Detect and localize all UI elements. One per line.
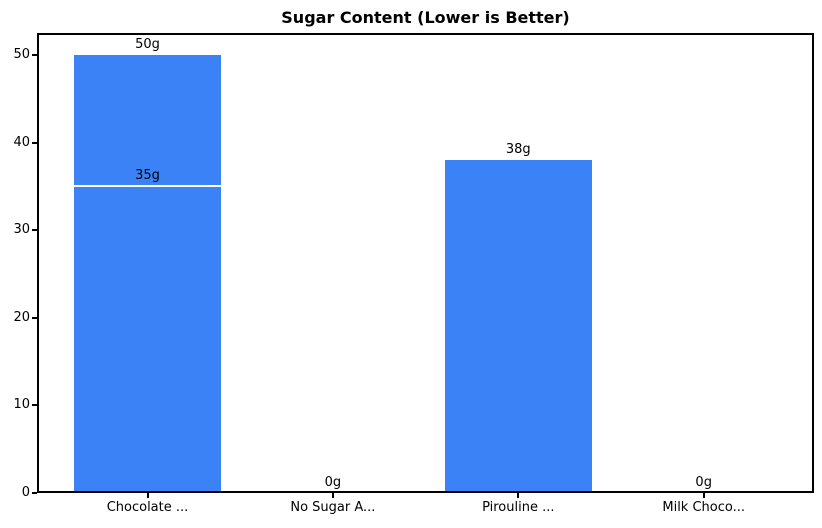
y-axis-tick xyxy=(32,229,37,232)
x-axis-tick xyxy=(146,493,149,498)
bar-value-label: 38g xyxy=(505,142,531,158)
bar-value-label: 0g xyxy=(324,475,342,490)
overlay-value-label: 35g xyxy=(135,168,160,184)
y-tick-label: 40 xyxy=(13,134,30,150)
y-tick-label: 0 xyxy=(21,485,30,500)
bar xyxy=(444,160,592,493)
x-tick-label: Chocolate ... xyxy=(106,500,189,515)
y-axis-tick xyxy=(32,53,37,56)
x-tick-label: Milk Choco... xyxy=(662,500,745,515)
x-axis-tick xyxy=(702,493,705,498)
y-axis-tick xyxy=(32,492,37,494)
bar xyxy=(74,54,221,493)
x-axis-tick xyxy=(331,493,334,498)
chart-title: Sugar Content (Lower is Better) xyxy=(281,8,570,27)
y-tick-label: 50 xyxy=(13,46,30,62)
overlay-segment-divider xyxy=(74,185,221,188)
bar-value-label: 50g xyxy=(135,36,160,52)
y-tick-label: 30 xyxy=(13,222,30,238)
x-tick-label: Pirouline ... xyxy=(482,500,555,515)
y-tick-label: 20 xyxy=(13,309,30,325)
y-axis-tick xyxy=(32,141,37,144)
y-axis-tick xyxy=(32,404,37,407)
x-tick-label: No Sugar A... xyxy=(290,500,376,515)
x-axis-tick xyxy=(517,493,520,498)
y-axis-tick xyxy=(32,316,37,319)
y-tick-label: 10 xyxy=(13,397,30,413)
bar-value-label: 0g xyxy=(695,475,712,490)
